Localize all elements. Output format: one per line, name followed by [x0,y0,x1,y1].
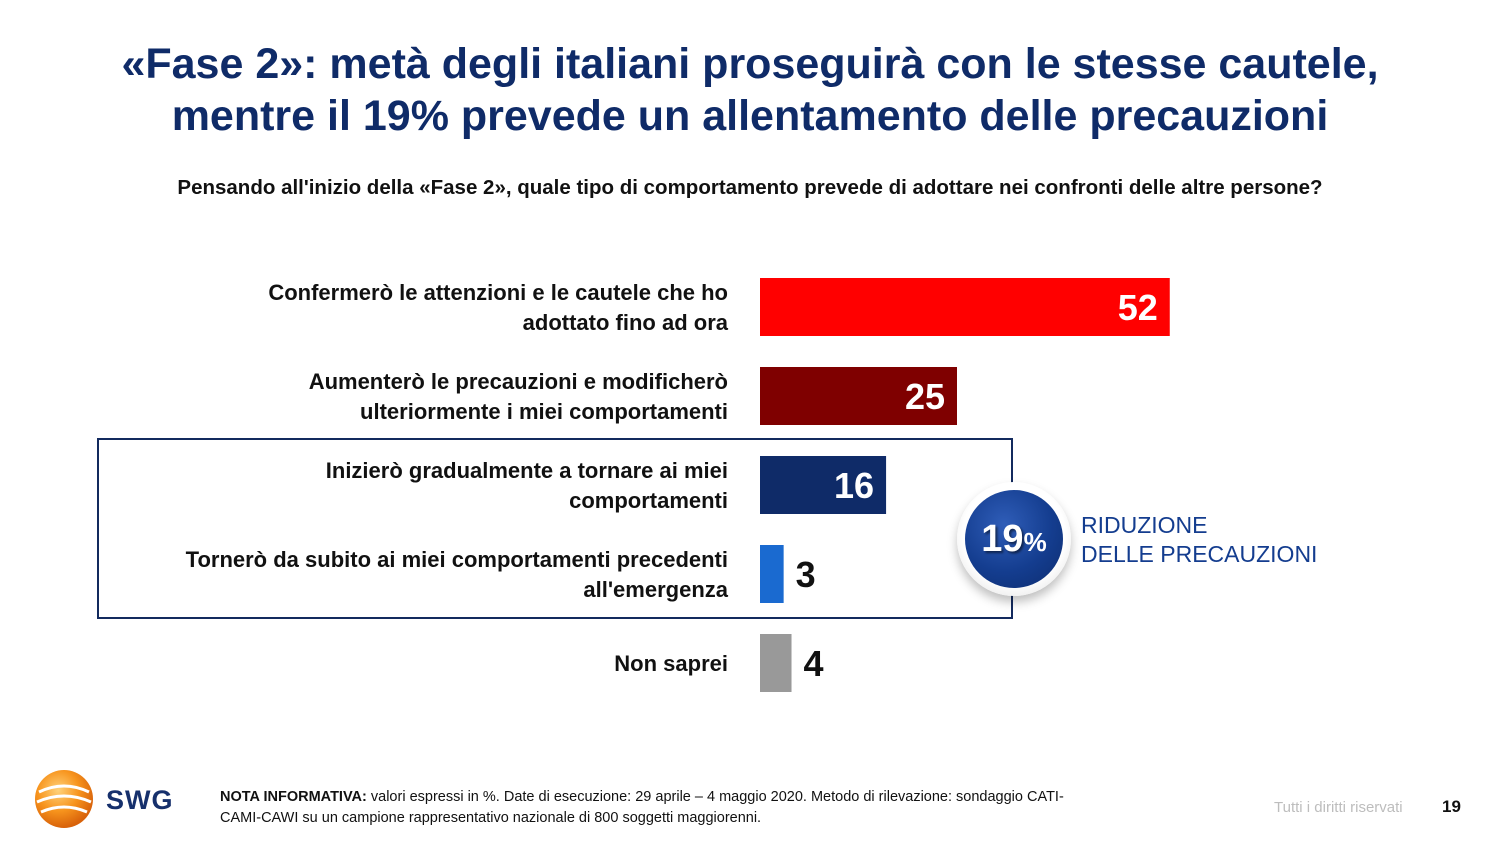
value-label-1: 25 [905,376,945,417]
value-label-0: 52 [1118,287,1158,328]
title-line-1: «Fase 2»: metà degli italiani proseguirà… [121,40,1379,88]
category-label-1-0: Aumenterò le precauzioni e modificherò [309,369,728,394]
bar-0 [760,278,1170,336]
category-label-0-1: adottato fino ad ora [523,310,729,335]
swg-logo-icon [35,770,93,828]
callout-label: RIDUZIONE DELLE PRECAUZIONI [1081,511,1317,569]
bar-2 [760,456,887,514]
callout-unit: % [1023,527,1047,557]
category-label-2-0: Inizierò gradualmente a tornare ai miei [326,458,728,483]
note-label: NOTA INFORMATIVA: [220,789,367,805]
value-label-4: 4 [804,643,824,684]
bar-4 [760,634,792,692]
category-label-4-0: Non saprei [614,651,728,676]
callout-label-line-1: RIDUZIONE [1081,512,1208,538]
callout-circle: 19% [965,490,1063,588]
reduction-highlight-box [97,438,1013,619]
bar-3 [760,545,784,603]
bar-1 [760,367,957,425]
value-label-2: 16 [834,465,874,506]
category-label-3-1: all'emergenza [583,577,728,602]
survey-question: Pensando all'inizio della «Fase 2», qual… [177,176,1323,199]
callout-value: 19 [981,518,1024,560]
note-line-1: valori espressi in %. Date di esecuzione… [366,789,1064,805]
page-number: 19 [1442,797,1461,816]
note-line-2: CAMI-CAWI su un campione rappresentativo… [220,810,762,826]
title-line-2: mentre il 19% prevede un allentamento de… [171,92,1329,140]
brand-name: SWG [106,785,174,815]
category-label-1-1: ulteriormente i miei comportamenti [360,399,728,424]
callout-label-line-2: DELLE PRECAUZIONI [1081,541,1318,567]
page-title: «Fase 2»: metà degli italiani proseguirà… [0,38,1500,142]
category-label-2-1: comportamenti [569,488,728,513]
value-label-3: 3 [796,554,816,595]
category-label-3-0: Tornerò da subito ai miei comportamenti … [186,547,728,572]
rights-reserved: Tutti i diritti riservati [1274,799,1403,816]
methodology-note: NOTA INFORMATIVA: valori espressi in %. … [220,787,1220,829]
category-label-0-0: Confermerò le attenzioni e le cautele ch… [268,280,728,305]
